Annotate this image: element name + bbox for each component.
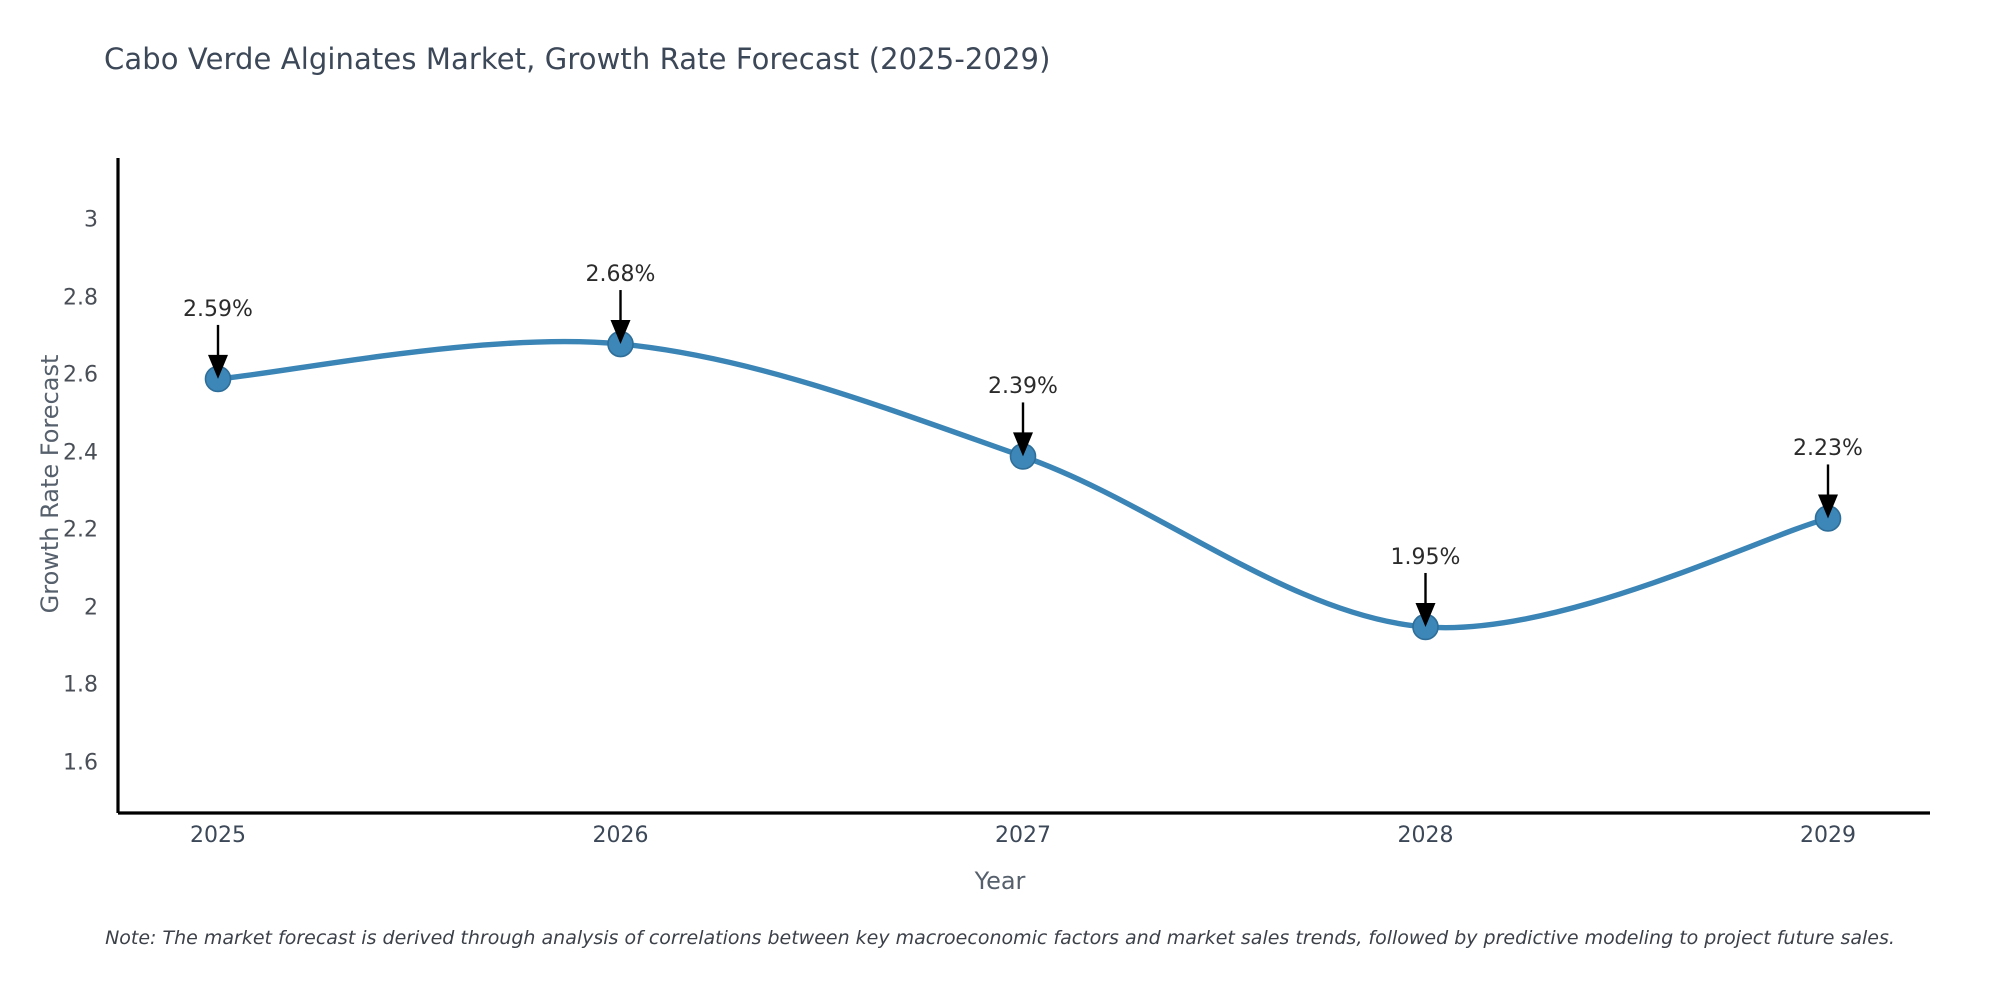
x-axis-tick-label: 2029 — [1800, 823, 1856, 848]
x-axis-tick-label: 2025 — [190, 823, 246, 848]
down-arrow-icon — [610, 290, 631, 345]
chart-title: Cabo Verde Alginates Market, Growth Rate… — [104, 42, 1051, 76]
annotation-arrows — [208, 290, 1838, 627]
x-axis-title: Year — [974, 867, 1026, 895]
x-axis-tick-label: 2026 — [592, 823, 649, 848]
y-axis-tick-label: 1.6 — [63, 750, 98, 776]
data-point-label: 2.23% — [1793, 436, 1863, 462]
data-point-markers — [204, 330, 1842, 641]
chart-note: Note: The market forecast is derived thr… — [105, 927, 1895, 949]
down-arrow-icon — [208, 324, 228, 379]
down-arrow-icon — [1013, 402, 1033, 457]
y-axis-tick-label: 2 — [84, 595, 98, 621]
data-point-label: 2.68% — [585, 262, 656, 288]
data-point-label: 1.95% — [1390, 544, 1461, 570]
axis-spines — [116, 158, 1930, 815]
y-axis-tick-label: 3 — [84, 207, 98, 233]
y-axis-tick-label: 1.8 — [63, 672, 98, 698]
down-arrow-icon — [1415, 572, 1436, 627]
x-axis-tick-label: 2027 — [995, 823, 1051, 848]
data-point-label: 2.59% — [183, 296, 253, 322]
down-arrow-icon — [1818, 464, 1838, 519]
data-point-label: 2.39% — [988, 374, 1058, 400]
y-axis-tick-label: 2.8 — [63, 285, 98, 311]
x-axis-tick-label: 2028 — [1397, 823, 1454, 848]
y-axis-tick-label: 2.6 — [63, 362, 98, 388]
y-axis-tick-label: 2.2 — [63, 517, 98, 543]
y-axis-tick-label: 2.4 — [63, 440, 98, 466]
